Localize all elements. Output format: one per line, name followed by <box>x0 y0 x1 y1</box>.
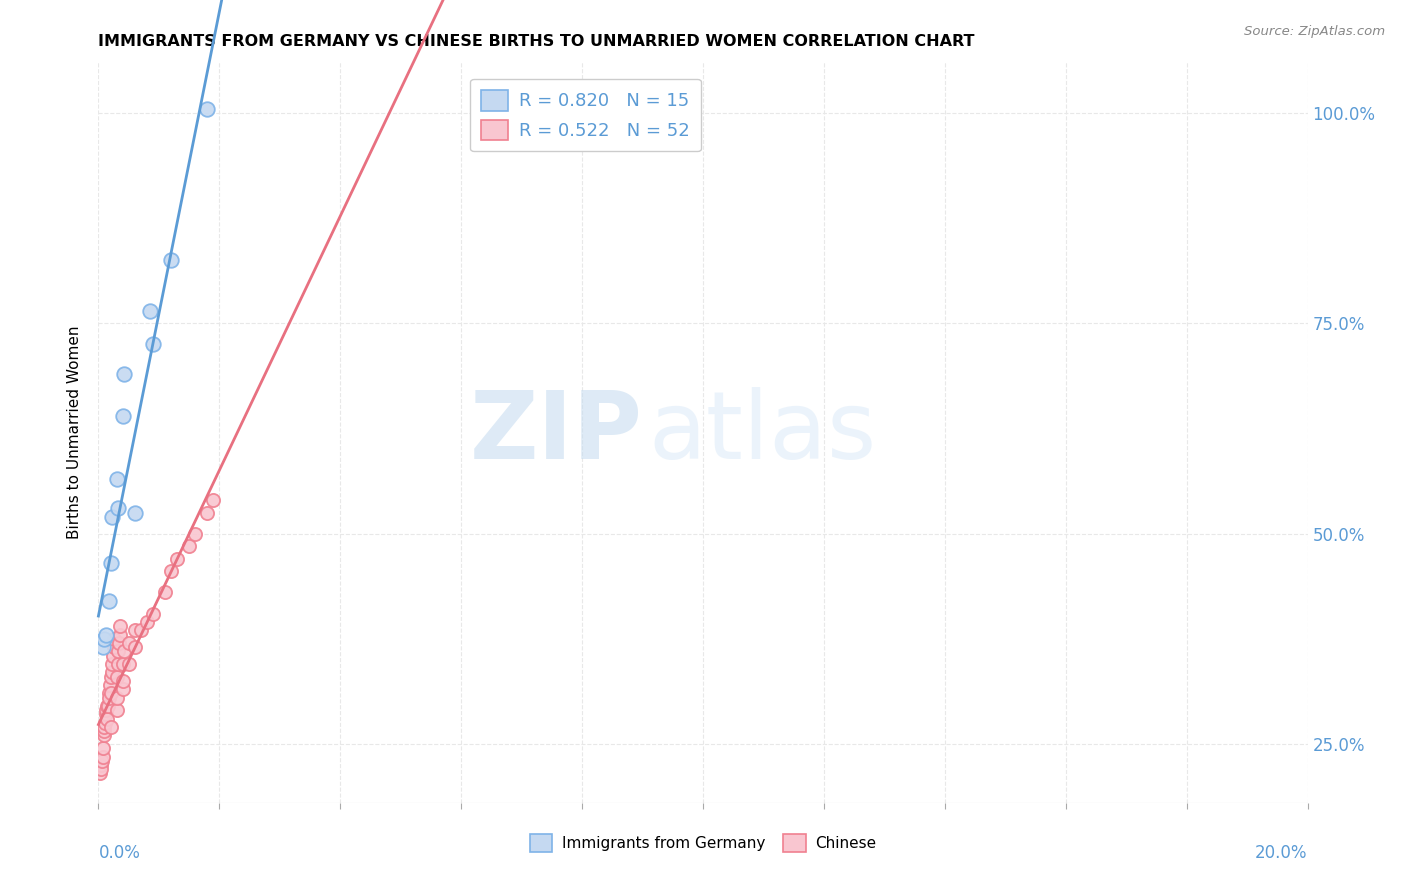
Text: 0.0%: 0.0% <box>98 844 141 862</box>
Point <box>139 303 162 318</box>
Point <box>91 640 114 655</box>
Point <box>90 762 112 776</box>
Point <box>105 472 128 486</box>
Point <box>97 686 120 700</box>
Point <box>111 682 134 697</box>
Point <box>91 749 114 764</box>
Point <box>96 699 118 714</box>
Point <box>166 551 188 566</box>
Point <box>103 632 125 646</box>
Point <box>96 703 118 717</box>
Point <box>108 636 131 650</box>
Point <box>100 665 122 680</box>
Text: atlas: atlas <box>648 386 877 479</box>
Point <box>98 594 121 608</box>
Point <box>112 657 135 671</box>
Point <box>100 509 122 524</box>
Point <box>112 367 135 381</box>
Text: 20.0%: 20.0% <box>1256 844 1308 862</box>
Point <box>124 624 146 638</box>
Point <box>108 627 131 641</box>
Point <box>124 506 146 520</box>
Point <box>142 337 165 351</box>
Point <box>124 640 146 655</box>
Point <box>98 690 121 705</box>
Point <box>100 556 122 570</box>
Point <box>101 648 124 663</box>
Point <box>93 729 115 743</box>
Point <box>107 657 129 671</box>
Point <box>129 624 152 638</box>
Point <box>108 619 131 633</box>
Point <box>202 492 225 507</box>
Point <box>98 678 121 692</box>
Point <box>91 741 114 756</box>
Point <box>111 673 134 688</box>
Point <box>94 707 117 722</box>
Point <box>105 670 128 684</box>
Text: Source: ZipAtlas.com: Source: ZipAtlas.com <box>1244 25 1385 38</box>
Point <box>93 720 115 734</box>
Point <box>91 754 114 768</box>
Point <box>100 670 122 684</box>
Point <box>90 758 112 772</box>
Point <box>160 565 183 579</box>
Point <box>184 526 207 541</box>
Point <box>96 627 118 641</box>
Point <box>135 615 157 629</box>
Point <box>118 636 141 650</box>
Point <box>89 766 111 780</box>
Point <box>100 686 122 700</box>
Point <box>160 253 183 268</box>
Point <box>93 632 115 646</box>
Point <box>112 644 135 658</box>
Y-axis label: Births to Unmarried Women: Births to Unmarried Women <box>67 326 83 540</box>
Text: ZIP: ZIP <box>470 386 643 479</box>
Point <box>94 715 117 730</box>
Point <box>100 720 122 734</box>
Point <box>105 690 128 705</box>
Point <box>111 409 134 423</box>
Point <box>179 539 201 553</box>
Point <box>118 657 141 671</box>
Point <box>195 506 218 520</box>
Point <box>105 703 128 717</box>
Point <box>107 501 129 516</box>
Point <box>107 644 129 658</box>
Point <box>142 607 165 621</box>
Point <box>153 585 176 599</box>
Point <box>93 724 115 739</box>
Text: IMMIGRANTS FROM GERMANY VS CHINESE BIRTHS TO UNMARRIED WOMEN CORRELATION CHART: IMMIGRANTS FROM GERMANY VS CHINESE BIRTH… <box>98 34 974 49</box>
Point <box>103 640 125 655</box>
Legend: Immigrants from Germany, Chinese: Immigrants from Germany, Chinese <box>523 829 883 858</box>
Point <box>101 657 124 671</box>
Point <box>97 699 120 714</box>
Point <box>195 102 218 116</box>
Point <box>96 712 118 726</box>
